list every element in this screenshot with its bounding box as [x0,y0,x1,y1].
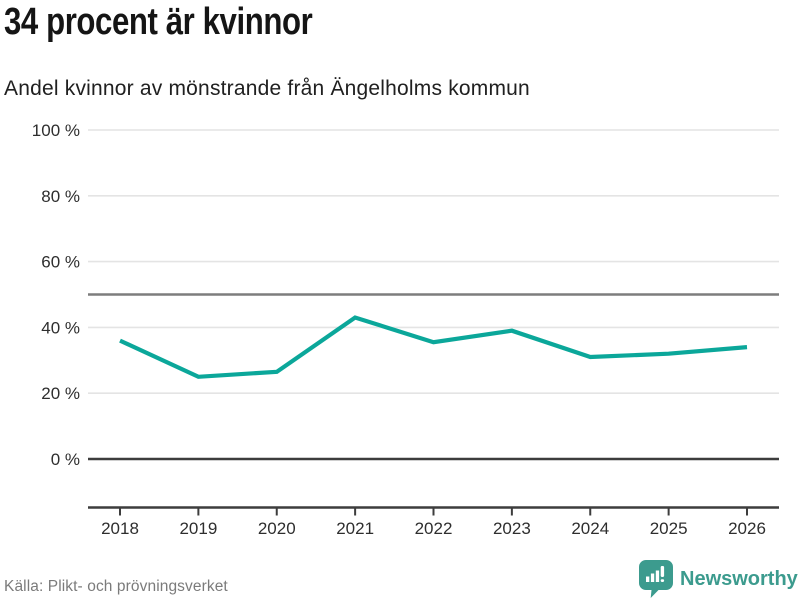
y-tick-label: 0 % [51,450,80,469]
chart-title: 34 procent är kvinnor [4,1,313,43]
y-tick-label: 80 % [41,187,80,206]
newsworthy-logo: Newsworthy [639,560,798,598]
x-tick-label: 2020 [258,519,296,538]
source-note: Källa: Plikt- och prövningsverket [4,578,228,595]
x-tick-label: 2026 [728,519,766,538]
y-tick-label: 20 % [41,384,80,403]
bar-chart-glyph [646,566,665,582]
x-tick-label: 2021 [336,519,374,538]
y-tick-label: 100 % [32,121,80,140]
x-tick-label: 2022 [415,519,453,538]
series-line [119,315,748,379]
y-tick-label: 40 % [41,318,80,337]
chart-subtitle: Andel kvinnor av mönstrande från Ängelho… [4,77,530,100]
newsworthy-logo-text: Newsworthy [680,567,798,590]
x-tick-label: 2019 [179,519,217,538]
x-tick-label: 2018 [101,519,139,538]
x-tick-label: 2023 [493,519,531,538]
x-tick-label: 2025 [650,519,688,538]
x-tick-label: 2024 [571,519,609,538]
y-tick-label: 60 % [41,253,80,272]
newsworthy-logo-icon [639,560,673,598]
